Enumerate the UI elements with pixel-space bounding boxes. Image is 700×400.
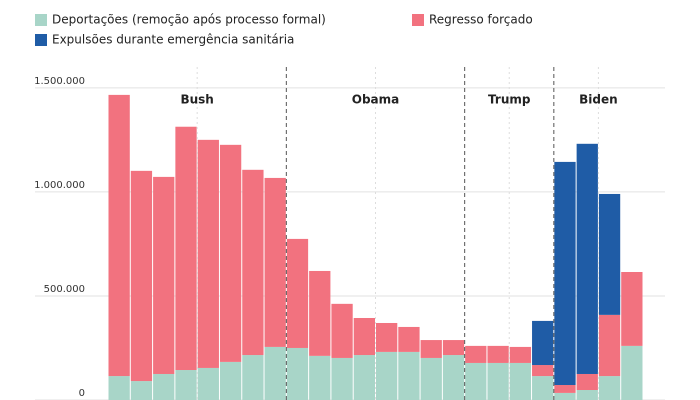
bar-segment: [353, 317, 375, 356]
legend-swatch: [412, 14, 424, 26]
bar-segment: [286, 238, 309, 348]
bar-segment: [264, 177, 286, 347]
bar-segment: [576, 143, 598, 374]
legend-swatch: [35, 34, 47, 46]
bar-segment: [286, 347, 309, 400]
bar-segment: [598, 193, 621, 315]
bar-segment: [353, 355, 375, 400]
bar-segment: [487, 345, 509, 363]
bar-segment: [242, 169, 264, 356]
bar-segment: [465, 345, 487, 363]
bar-segment: [621, 345, 643, 400]
bar-segment: [420, 340, 442, 358]
bar-segment: [219, 144, 242, 362]
bar-segment: [309, 270, 331, 356]
bar-segment: [376, 351, 398, 400]
legend-label: Expulsões durante emergência sanitária: [52, 33, 294, 47]
bar-segment: [420, 357, 442, 400]
bar-segment: [153, 176, 175, 374]
bar-segment: [621, 272, 643, 346]
period-label: Biden: [579, 93, 618, 107]
bar-segment: [554, 161, 576, 386]
bar-segment: [532, 365, 554, 377]
bar-segment: [242, 355, 264, 400]
bar-segment: [108, 94, 130, 377]
bar-segment: [576, 373, 598, 391]
bar-segment: [598, 376, 621, 400]
bar-segment: [376, 322, 398, 352]
bar-segment: [175, 126, 197, 371]
bar-segment: [509, 362, 532, 400]
bar-segment: [175, 370, 197, 400]
period-label: Obama: [352, 93, 400, 107]
bar-segment: [554, 385, 576, 393]
bar-segment: [465, 362, 487, 400]
bar-segment: [331, 303, 353, 358]
bar-segment: [598, 314, 621, 377]
legend-label: Regresso forçado: [429, 13, 533, 27]
bar-segment: [197, 367, 219, 400]
period-label: Bush: [180, 93, 213, 107]
bar-segment: [108, 376, 130, 400]
y-tick-label: 500.000: [44, 284, 85, 295]
bar-segment: [576, 390, 598, 400]
y-tick-label: 1.000.000: [34, 180, 85, 191]
bar-segment: [130, 381, 153, 400]
bar-segment: [219, 361, 242, 400]
bar-segment: [130, 170, 153, 382]
y-tick-label: 1.500.000: [34, 76, 85, 87]
period-label: Trump: [488, 93, 531, 107]
bar-segment: [398, 326, 420, 352]
bar-segment: [487, 362, 509, 400]
bar-segment: [331, 357, 353, 400]
bar-segment: [442, 340, 465, 356]
bar-segment: [197, 139, 219, 368]
bar-segment: [264, 346, 286, 400]
legend-label: Deportações (remoção após processo forma…: [52, 13, 326, 27]
bar-segment: [442, 355, 465, 400]
bar-segment: [153, 373, 175, 400]
bar-segment: [554, 392, 576, 400]
legend-swatch: [35, 14, 47, 26]
bar-segment: [509, 346, 532, 363]
y-tick-label: 0: [79, 388, 85, 399]
bar-segment: [309, 355, 331, 400]
bar-segment: [532, 320, 554, 366]
bar-segment: [398, 351, 420, 400]
bar-segment: [532, 376, 554, 400]
